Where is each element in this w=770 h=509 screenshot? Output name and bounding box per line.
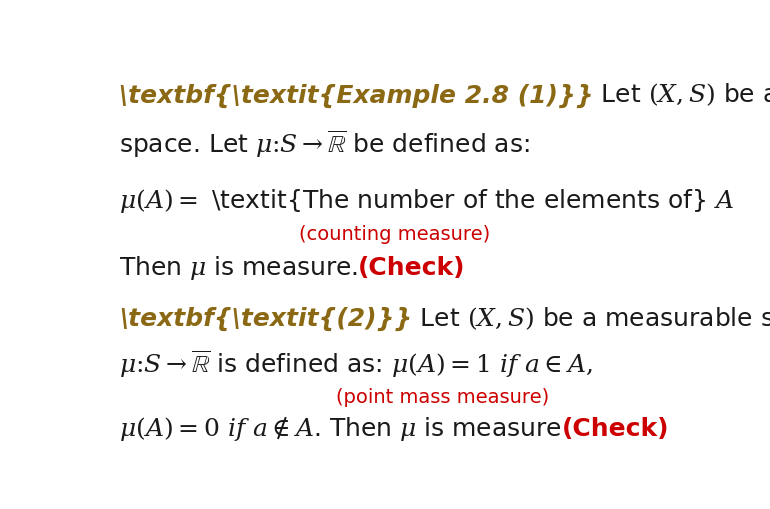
Text: $\mu(A) = 0$ $\mathit{if}$ $a \notin A$. Then $\mu$ is measure: $\mu(A) = 0$ $\mathit{if}$ $a \notin A$.…: [119, 413, 561, 442]
Text: (point mass measure): (point mass measure): [336, 387, 549, 406]
Text: (Check): (Check): [358, 256, 466, 279]
Text: $\mu(A) = $ \textit{The number of the elements of} $A$: $\mu(A) = $ \textit{The number of the el…: [119, 187, 734, 215]
Text: (Check): (Check): [561, 416, 669, 440]
Text: Let $(X,S)$ be a measurable: Let $(X,S)$ be a measurable: [594, 81, 770, 108]
Text: Let $(X,S)$ be a measurable space. Fix $a \in X$: Let $(X,S)$ be a measurable space. Fix $…: [412, 305, 770, 332]
Text: $\mu\colon S \rightarrow \overline{\mathbb{R}}$ is defined as: $\mu(A) = 1$ $\ma: $\mu\colon S \rightarrow \overline{\math…: [119, 349, 593, 380]
Text: \textbf{\textit{Example 2.8 (1)}}: \textbf{\textit{Example 2.8 (1)}}: [119, 83, 594, 107]
Text: space. Let $\mu\colon S \rightarrow \overline{\mathbb{R}}$ be defined as:: space. Let $\mu\colon S \rightarrow \ove…: [119, 129, 530, 160]
Text: Then $\mu$ is measure.: Then $\mu$ is measure.: [119, 253, 358, 281]
Text: \textbf{\textit{(2)}}: \textbf{\textit{(2)}}: [119, 306, 412, 331]
Text: (counting measure): (counting measure): [299, 224, 490, 243]
